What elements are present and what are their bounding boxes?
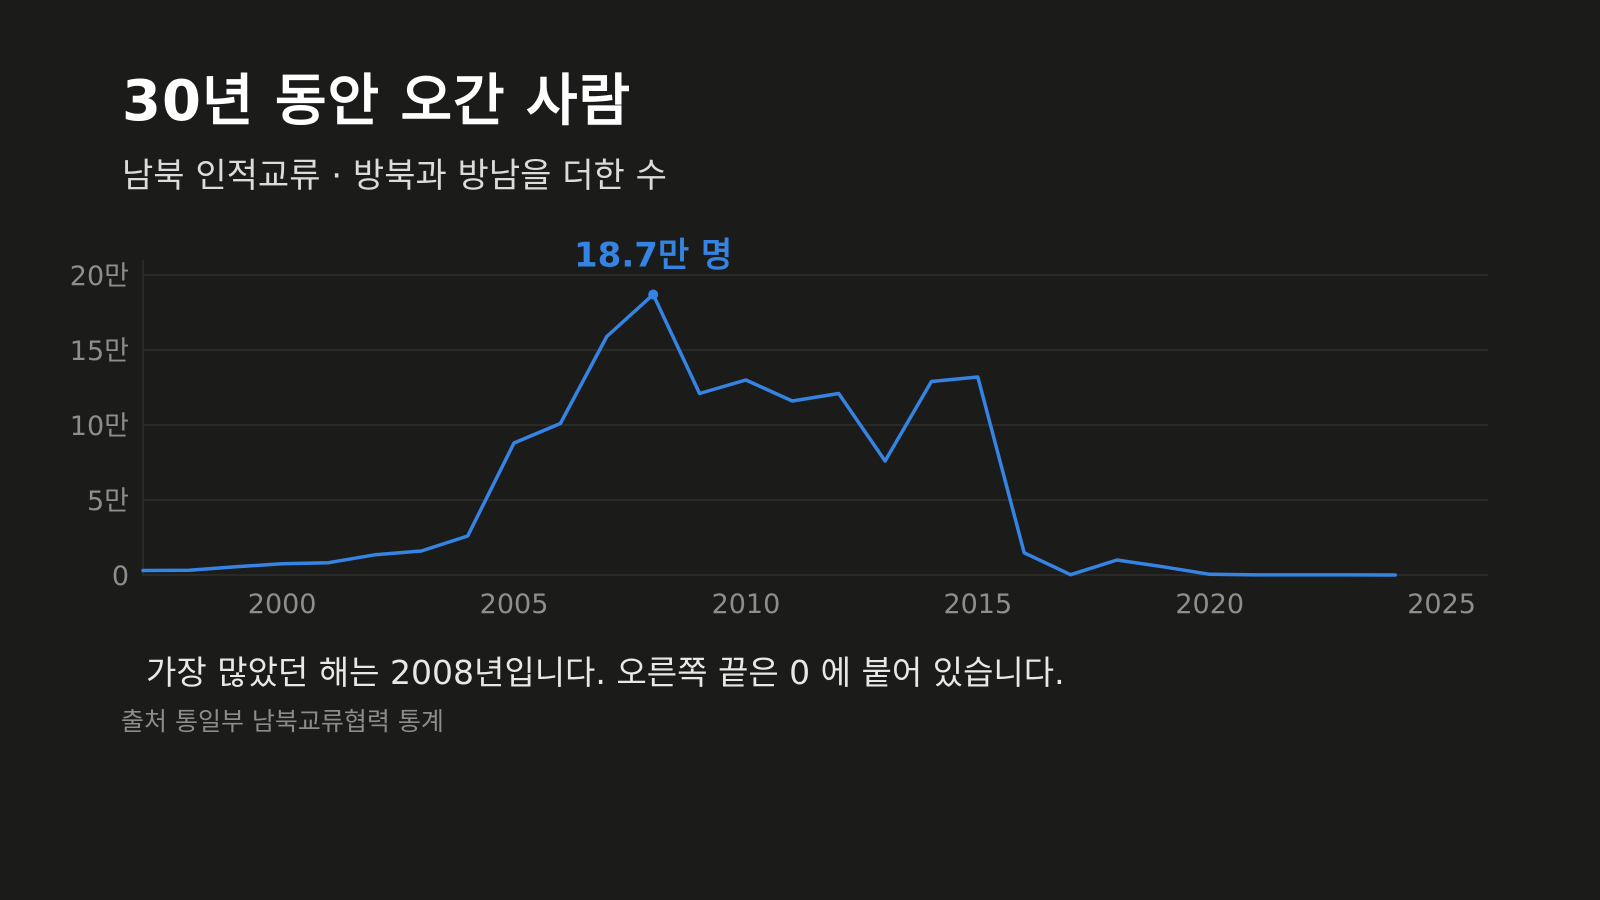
peak-label: 18.7만 명 [574,236,732,276]
x-tick-label: 2010 [712,589,781,620]
x-tick-label: 2020 [1175,589,1244,620]
x-tick-label: 2015 [943,589,1012,620]
series-line [141,292,1397,577]
series-layer [141,292,1397,577]
line-chart: 0 5만 10만 15만 20만 2000 2005 2010 2015 2020 2025 18.… [70,236,1488,620]
y-tick-label: 0 [112,561,129,592]
source-text: 출처 통일부 남북교류협력 통계 [121,707,444,736]
x-tick-label: 2025 [1407,589,1476,620]
annotation-layer: 18.7만 명 [574,236,732,300]
y-tick-label: 5만 [87,486,129,517]
y-tick-label: 10만 [70,411,129,442]
y-tick-label: 20만 [70,261,129,292]
gridlines [143,274,1488,576]
axes: 0 5만 10만 15만 20만 2000 2005 2010 2015 2020 2025 [70,260,1476,620]
x-tick-label: 2005 [480,589,549,620]
chart-note: 가장 많았던 해는 2008년입니다. 오른쪽 끝은 0 에 붙어 있습니다. [146,653,1065,692]
chart-subtitle: 남북 인적교류 · 방북과 방남을 더한 수 [122,156,667,196]
y-tick-label: 15만 [70,336,129,367]
x-tick-label: 2000 [248,589,317,620]
chart-title: 30년 동안 오간 사람 [122,69,632,134]
peak-marker [648,289,659,300]
